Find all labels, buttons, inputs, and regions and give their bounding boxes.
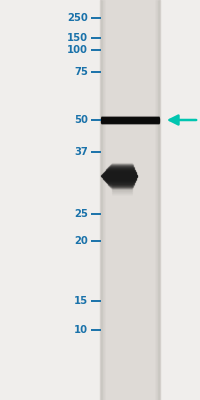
Bar: [157, 0, 158, 400]
Text: 15: 15: [74, 296, 88, 306]
Text: 75: 75: [74, 67, 88, 77]
Bar: [112, 189, 132, 190]
Bar: [112, 193, 132, 194]
Bar: [159, 0, 160, 400]
Bar: [155, 0, 156, 400]
Bar: [112, 182, 132, 183]
Bar: [156, 0, 157, 400]
Text: 37: 37: [74, 147, 88, 157]
Bar: [103, 0, 104, 400]
Text: 150: 150: [67, 33, 88, 43]
Text: 10: 10: [74, 325, 88, 335]
Bar: [100, 0, 101, 400]
Bar: [112, 194, 132, 195]
Text: 20: 20: [74, 236, 88, 246]
Bar: [102, 0, 103, 400]
Bar: [100, 0, 160, 400]
Bar: [112, 192, 132, 193]
Bar: [112, 188, 132, 189]
Text: 25: 25: [74, 209, 88, 219]
Bar: [112, 187, 132, 188]
Bar: [101, 0, 102, 400]
Bar: [112, 195, 132, 196]
Bar: [112, 184, 132, 185]
Bar: [112, 183, 132, 184]
Text: 50: 50: [74, 115, 88, 125]
Bar: [104, 0, 105, 400]
Bar: [112, 186, 132, 187]
Bar: [158, 0, 159, 400]
Bar: [112, 190, 132, 191]
Bar: [112, 185, 132, 186]
Text: 250: 250: [67, 13, 88, 23]
Text: 100: 100: [67, 45, 88, 55]
